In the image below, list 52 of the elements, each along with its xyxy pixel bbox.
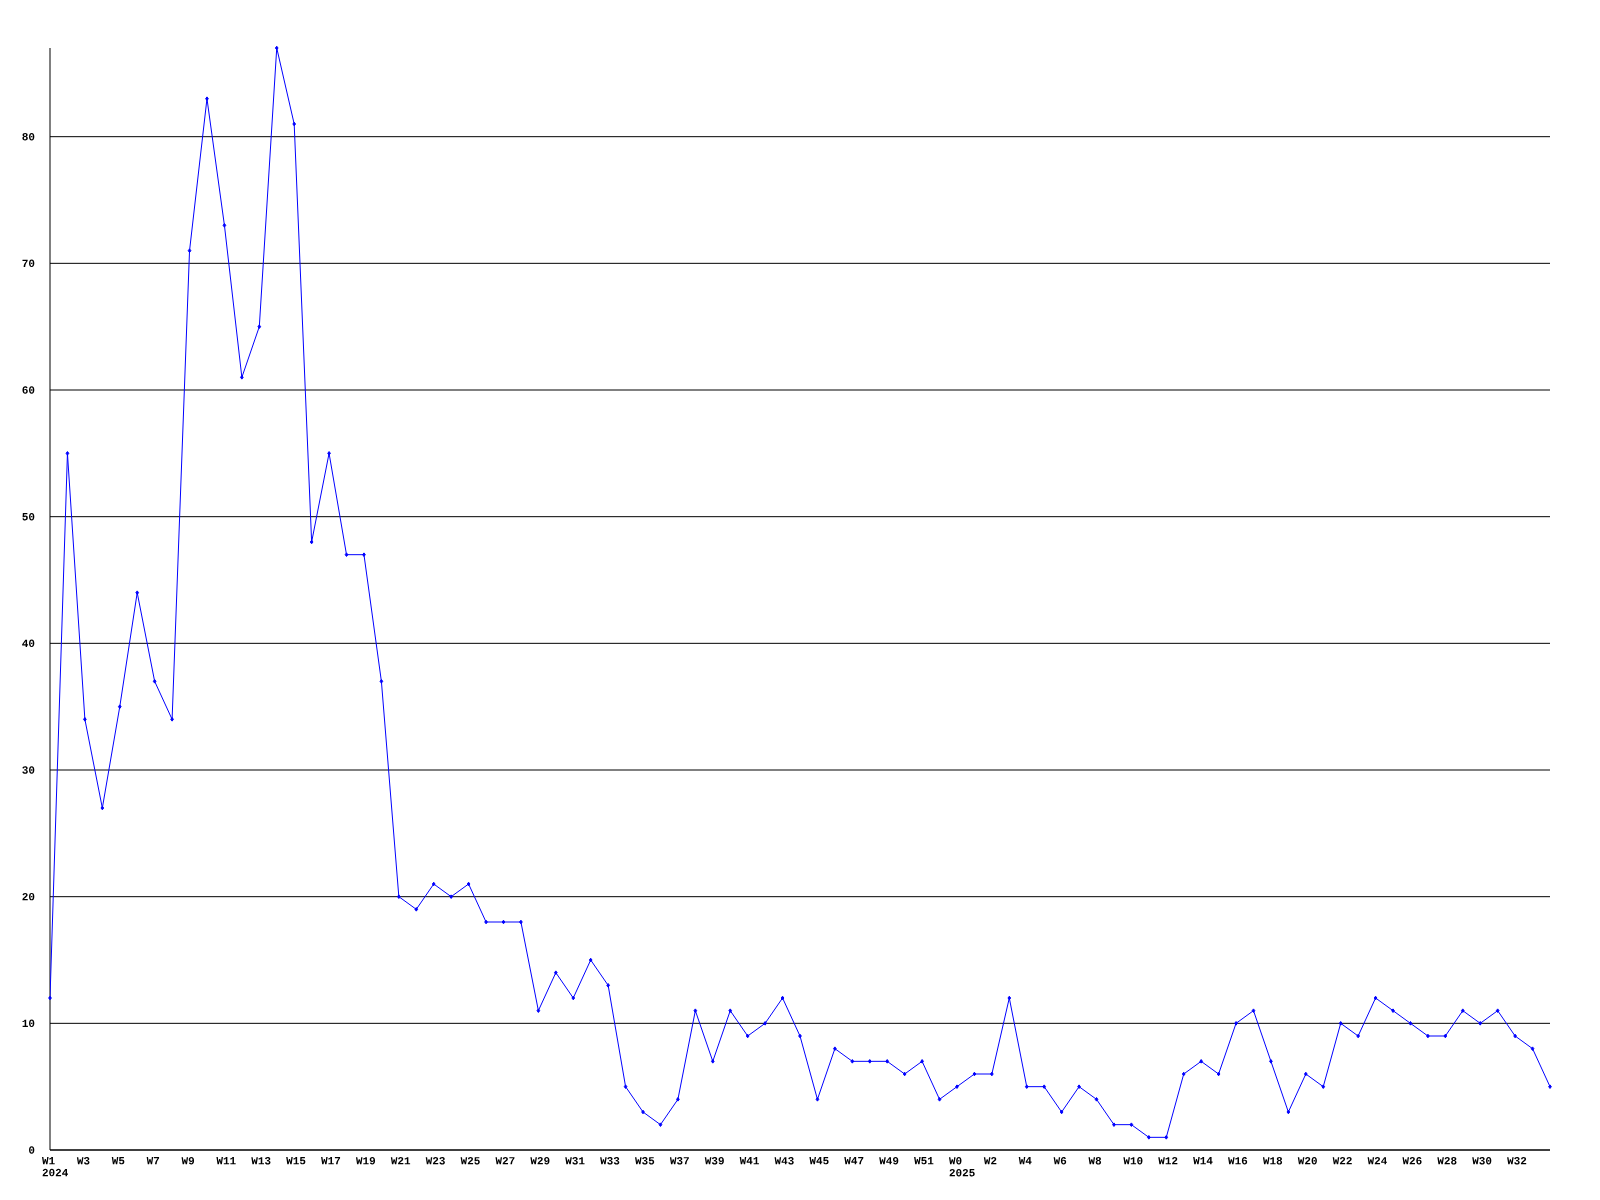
y-tick-label: 70 <box>22 259 35 268</box>
x-tick-label: W8 <box>1088 1157 1102 1165</box>
x-tick-label: W43 <box>774 1157 794 1165</box>
y-tick-label: 80 <box>22 132 35 141</box>
x-tick-label: W16 <box>1228 1157 1248 1165</box>
x-tick-label: W19 <box>355 1157 376 1165</box>
x-tick-label: W37 <box>669 1157 689 1165</box>
x-tick-label: W17 <box>321 1157 341 1165</box>
x-tick-label: W10 <box>1123 1157 1143 1165</box>
x-tick-label: W0 2025 <box>948 1157 975 1177</box>
y-tick-label: 20 <box>22 892 35 901</box>
x-tick-label: W25 <box>460 1157 480 1165</box>
x-tick-label: W24 <box>1367 1157 1387 1165</box>
x-tick-label: W33 <box>600 1157 620 1165</box>
x-tick-label: W49 <box>879 1157 899 1165</box>
x-tick-label: W41 <box>739 1157 759 1165</box>
x-tick-label: W47 <box>844 1157 864 1165</box>
x-tick-label: W9 <box>181 1157 195 1165</box>
x-tick-label: W18 <box>1262 1157 1283 1165</box>
x-tick-label: W3 <box>76 1157 90 1165</box>
x-tick-label: W4 <box>1018 1157 1032 1165</box>
x-tick-label: W15 <box>286 1157 306 1165</box>
x-tick-label: W45 <box>809 1157 829 1165</box>
x-tick-label: W1 2024 <box>42 1157 68 1177</box>
x-tick-label: W27 <box>495 1157 515 1165</box>
x-tick-label: W21 <box>390 1157 411 1165</box>
x-tick-label: W29 <box>530 1157 550 1165</box>
y-tick-label: 30 <box>22 766 35 774</box>
y-tick-label: 40 <box>22 639 35 648</box>
x-tick-label: W51 <box>914 1157 934 1165</box>
x-tick-label: W11 <box>216 1157 236 1165</box>
x-tick-label: W14 <box>1193 1157 1213 1165</box>
x-tick-label: W2 <box>983 1157 997 1165</box>
x-tick-label: W28 <box>1437 1157 1457 1165</box>
x-tick-label: W30 <box>1472 1157 1492 1165</box>
x-tick-label: W6 <box>1053 1157 1067 1165</box>
y-tick-label: 0 <box>29 1146 35 1154</box>
y-tick-label: 10 <box>22 1019 35 1028</box>
x-tick-label: W32 <box>1507 1157 1527 1165</box>
x-tick-label: W5 <box>111 1157 125 1165</box>
x-tick-label: W12 <box>1158 1157 1178 1165</box>
y-tick-label: 60 <box>22 386 35 394</box>
x-tick-label: W35 <box>635 1157 655 1165</box>
x-tick-label: W13 <box>251 1157 271 1165</box>
x-tick-label: W20 <box>1297 1157 1317 1165</box>
x-tick-label: W7 <box>146 1157 160 1165</box>
x-tick-label: W22 <box>1332 1157 1352 1165</box>
y-tick-label: 50 <box>22 512 35 521</box>
x-tick-label: W26 <box>1402 1157 1422 1165</box>
x-tick-label: W23 <box>425 1157 445 1165</box>
x-tick-label: W39 <box>704 1157 724 1165</box>
x-tick-label: W31 <box>565 1157 585 1165</box>
